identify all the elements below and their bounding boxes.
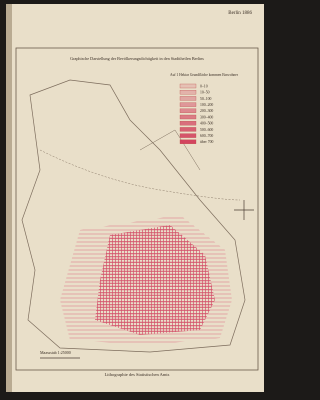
legend-label: über 700 — [200, 140, 213, 144]
legend: 0–10 10–50 50–100 100–200 200–300 300–400 400–… — [179, 83, 213, 144]
map-title: Graphische Darstellung der Bevölkerungsd… — [70, 56, 204, 61]
legend-label: 300–400 — [200, 115, 213, 119]
legend-swatch — [179, 90, 197, 95]
legend-label: 50–100 — [200, 97, 211, 101]
legend-label: 0–10 — [200, 84, 208, 88]
legend-swatch — [179, 96, 197, 101]
legend-swatch — [179, 83, 197, 89]
legend-swatch — [179, 133, 197, 138]
district-line — [139, 129, 201, 171]
map-frame — [15, 47, 259, 371]
legend-label: 100–200 — [200, 103, 213, 107]
legend-label: 400–500 — [200, 122, 213, 126]
legend-swatch — [179, 121, 197, 126]
compass — [234, 200, 254, 220]
legend-swatch — [179, 127, 197, 132]
city-boundary — [21, 79, 246, 353]
legend-swatch — [179, 108, 197, 113]
binding-edge — [6, 4, 12, 392]
legend-swatch — [179, 139, 197, 144]
map-page: Berlin 1886 Graphische Darstellung der B… — [6, 4, 264, 392]
legend-swatch — [179, 102, 197, 107]
legend-label: 600–700 — [200, 134, 213, 138]
legend-label: 500–600 — [200, 128, 213, 132]
legend-label: 10–50 — [200, 91, 210, 95]
page-header: Berlin 1886 — [228, 11, 252, 16]
legend-label: 200–300 — [200, 109, 213, 113]
scale-label: Maassstab 1:25000 — [40, 350, 71, 355]
footer: Lithographie des Statistischen Amts — [105, 372, 170, 377]
legend-swatch — [179, 114, 197, 120]
density-area-dense — [95, 225, 215, 335]
legend-heading: Auf 1 Hektar Grundfläche kommen Einwohne… — [170, 73, 239, 77]
map — [21, 79, 254, 353]
